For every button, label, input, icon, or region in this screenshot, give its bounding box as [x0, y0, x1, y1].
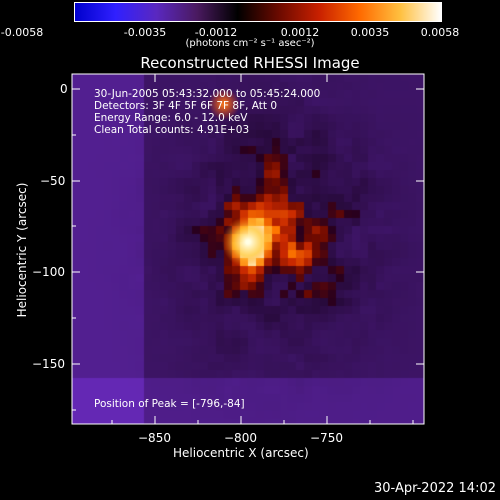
x-tick-label: −800	[224, 431, 257, 445]
energy-range-text: Energy Range: 6.0 - 12.0 keV	[94, 112, 248, 124]
colorbar-tick-label: -0.0012	[194, 26, 238, 39]
colorbar-tick-label: 0.0035	[350, 26, 390, 39]
peak-position-text: Position of Peak = [-796,-84]	[94, 398, 245, 410]
y-tick-label: 0	[60, 82, 68, 96]
clean-counts-text: Clean Total counts: 4.91E+03	[94, 124, 250, 136]
colorbar-tick-label: -0.0035	[123, 26, 167, 39]
detectors-text: Detectors: 3F 4F 5F 6F 7F 8F, Att 0	[94, 100, 278, 112]
y-axis-title: Heliocentric Y (arcsec)	[15, 182, 29, 318]
colorbar-tick-label: 0.0058	[420, 26, 460, 39]
x-axis-title: Heliocentric X (arcsec)	[173, 446, 309, 460]
x-tick-label: −850	[138, 431, 171, 445]
colorbar-units: (photons cm⁻² s⁻¹ asec⁻²)	[185, 38, 315, 49]
rhessi-image	[72, 74, 424, 424]
timestamp: 30-Apr-2022 14:02	[374, 481, 496, 496]
x-tick-label: −750	[310, 431, 343, 445]
rhessi-image-canvas	[72, 74, 424, 424]
y-tick-label: −50	[40, 174, 66, 188]
y-tick-label: −150	[32, 357, 65, 371]
colorbar-tick-label: 0.0012	[280, 26, 320, 39]
y-tick-label: −100	[32, 265, 65, 279]
colorbar	[74, 2, 442, 22]
colorbar-tick-label: -0.0058	[0, 26, 44, 39]
image-title: Reconstructed RHESSI Image	[140, 54, 360, 72]
time-range-text: 30-Jun-2005 05:43:32.000 to 05:45:24.000	[94, 88, 321, 100]
